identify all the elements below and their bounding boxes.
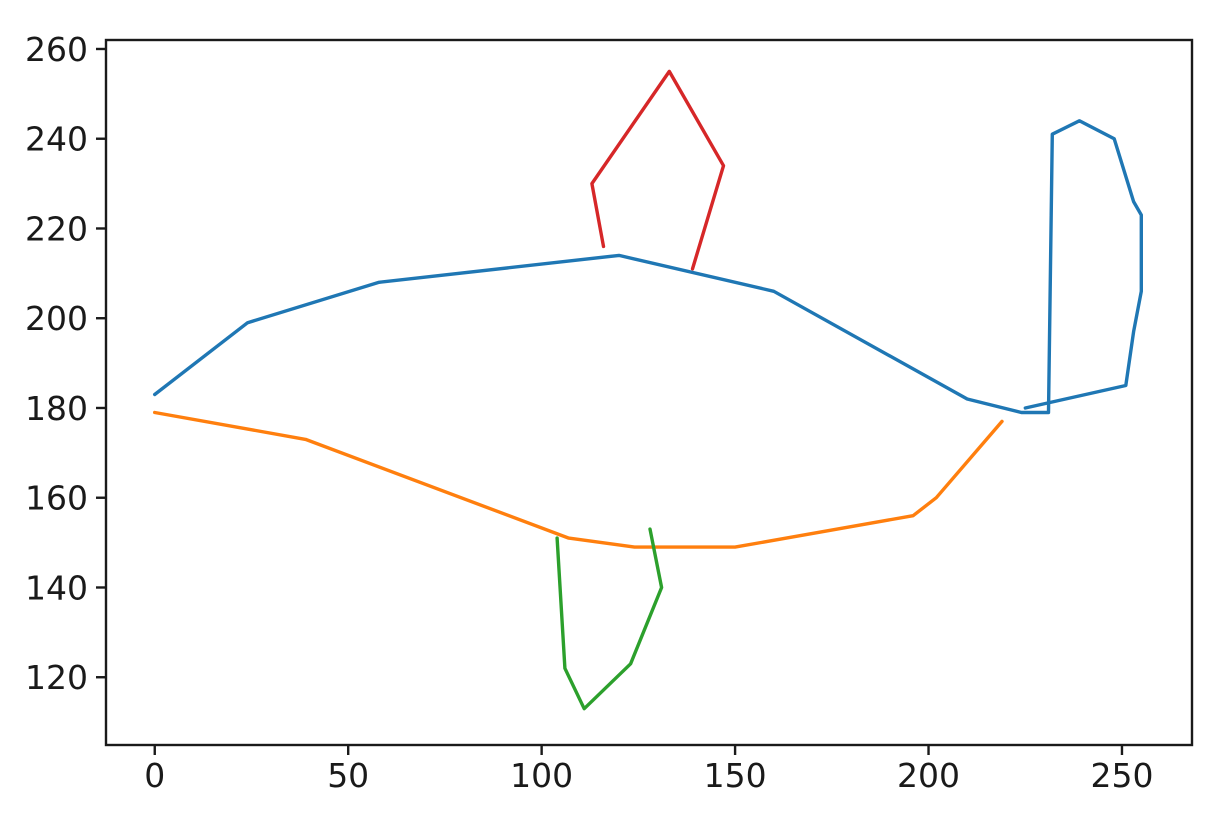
y-tick-label: 160: [25, 479, 88, 518]
y-tick-label: 120: [25, 658, 88, 697]
series-stroke-4-bottom-fin: [555, 527, 664, 711]
series-stroke-2-body-bottom: [152, 410, 1004, 549]
y-tick-label: 260: [25, 30, 88, 69]
x-tick-label: 200: [897, 756, 960, 795]
x-axis-ticks: 0 50 100 150 200 250: [144, 745, 1153, 795]
y-tick-label: 180: [25, 389, 88, 428]
x-tick-label: 0: [144, 756, 165, 795]
series-stroke-3-top-fin: [590, 69, 726, 271]
y-tick-label: 140: [25, 568, 88, 607]
plot-series-group: [152, 69, 1144, 711]
y-axis-ticks: 120 140 160 180 200 220 240 260: [25, 30, 106, 697]
axes-spines-box: [104, 38, 1194, 747]
y-tick-label: 200: [25, 299, 88, 338]
series-stroke-1-body-top-and-tail: [152, 119, 1144, 415]
y-tick-label: 240: [25, 120, 88, 159]
x-tick-label: 100: [510, 756, 573, 795]
x-tick-label: 50: [327, 756, 369, 795]
y-tick-label: 220: [25, 209, 88, 248]
x-tick-label: 150: [704, 756, 767, 795]
x-tick-label: 250: [1090, 756, 1153, 795]
